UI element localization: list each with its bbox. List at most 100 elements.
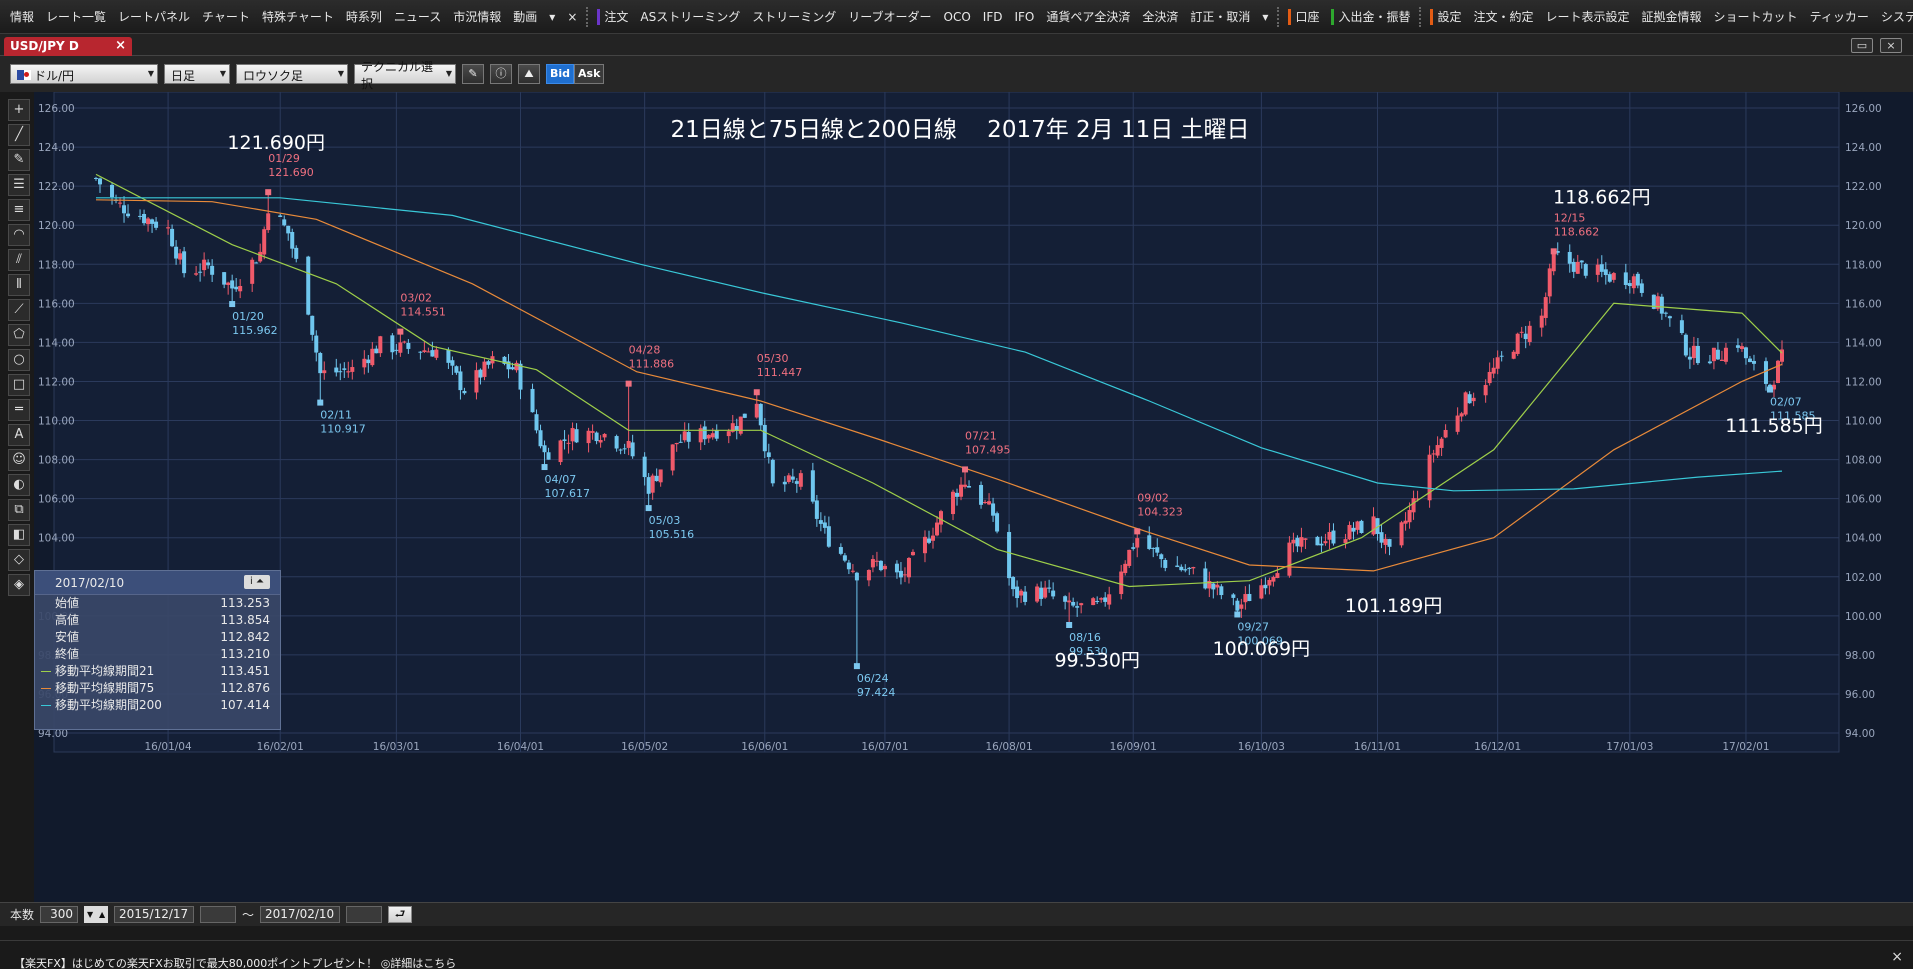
from-date-input[interactable]: 2015/12/17 <box>114 906 195 923</box>
menu-item[interactable]: チャート <box>196 6 256 28</box>
menu-item[interactable]: ストリーミング <box>746 6 842 28</box>
menu-item[interactable]: ショートカット <box>1708 6 1804 28</box>
x-tick-label: 16/04/01 <box>497 741 544 753</box>
menu-item[interactable]: ニュース <box>388 6 447 28</box>
menu-item[interactable]: 情報 <box>4 6 40 28</box>
drawing-tool-icon[interactable]: ☰ <box>8 174 30 196</box>
menu-item[interactable]: システム <box>1875 6 1913 28</box>
candle-body <box>754 403 759 418</box>
menu-item[interactable]: 時系列 <box>340 6 388 28</box>
tab-usdjpy-daily[interactable]: USD/JPY D × <box>4 37 132 56</box>
draw-pencil-icon[interactable]: ✎ <box>462 64 484 84</box>
tab-close-icon[interactable]: × <box>115 38 126 53</box>
drawing-tool-icon[interactable]: ⫽ <box>8 249 30 271</box>
menu-item[interactable]: 動画 <box>507 6 543 28</box>
drawing-tool-icon[interactable]: + <box>8 99 30 121</box>
bar-count-up-icon[interactable]: ▲ <box>96 906 109 923</box>
drawing-tool-icon[interactable]: ╱ <box>8 124 30 146</box>
info-icon[interactable]: ⓘ <box>490 64 512 84</box>
menu-item[interactable]: 通貨ペア全決済 <box>1040 6 1136 28</box>
drawing-tool-icon[interactable]: ⦀ <box>8 274 30 296</box>
drawing-tool-icon[interactable]: ⟋ <box>8 299 30 321</box>
candlestick-chart[interactable]: 94.0094.0096.0096.0098.0098.00100.00100.… <box>34 91 1913 902</box>
menu-item[interactable]: 証拠金情報 <box>1636 6 1708 28</box>
currency-pair-label: ドル/円 <box>34 68 75 83</box>
menu-item[interactable]: ティッカー <box>1804 6 1875 28</box>
menu-item[interactable]: ASストリーミング <box>634 6 746 28</box>
restore-window-button[interactable]: ▭ <box>1851 38 1873 53</box>
menu-item-label: ASストリーミング <box>640 10 741 24</box>
drawing-tool-icon[interactable]: □ <box>8 374 30 396</box>
drawing-tool-icon[interactable]: ◈ <box>8 574 30 596</box>
drawing-tool-icon[interactable]: ◠ <box>8 224 30 246</box>
candle-body <box>262 229 267 255</box>
candle-body <box>1127 549 1132 566</box>
candle-body <box>1211 583 1216 590</box>
price-callout: 101.189円 <box>1345 595 1443 617</box>
chart-area[interactable]: 94.0094.0096.0096.0098.0098.00100.00100.… <box>34 91 1913 902</box>
close-window-button[interactable]: × <box>1880 38 1902 53</box>
status-close-icon[interactable]: × <box>1891 949 1903 965</box>
promo-link[interactable]: 【楽天FX】はじめての楽天FXお取引で最大80,000ポイントプレゼント！ ◎詳… <box>14 957 457 969</box>
candle-body <box>1215 584 1220 588</box>
drawing-tool-icon[interactable]: A <box>8 424 30 446</box>
drawing-tool-icon[interactable]: ○ <box>8 349 30 371</box>
to-date-input[interactable]: 2017/02/10 <box>260 906 341 923</box>
menu-item[interactable]: IFD <box>977 6 1009 28</box>
toolbar-grip[interactable] <box>586 6 589 27</box>
menu-item[interactable]: 全決済 <box>1136 6 1184 28</box>
annotation-date: 08/16 <box>1069 631 1101 644</box>
menu-item[interactable]: 注文・約定 <box>1468 6 1540 28</box>
menu-item[interactable]: IFO <box>1008 6 1040 28</box>
candle-body <box>967 486 972 488</box>
menu-item[interactable]: ▾ <box>543 6 561 28</box>
mountain-chart-icon[interactable]: ⛰ <box>518 64 540 84</box>
period-select[interactable]: 日足 <box>164 64 230 84</box>
drawing-tool-icon[interactable]: ⬠ <box>8 324 30 346</box>
bar-count-input[interactable]: 300 <box>40 906 79 923</box>
menu-item[interactable]: レートパネル <box>112 6 196 28</box>
drawing-tool-icon[interactable]: ═ <box>8 399 30 421</box>
drawing-tool-icon[interactable]: ✎ <box>8 149 30 171</box>
candle-body <box>562 439 567 441</box>
info-panel-toggle-icon[interactable]: i ⏶ <box>244 575 270 589</box>
candle-body <box>502 356 507 364</box>
annotation-price: 107.495 <box>965 443 1011 456</box>
drawing-tool-icon[interactable]: ◐ <box>8 474 30 496</box>
drawing-tool-icon[interactable]: ◇ <box>8 549 30 571</box>
bar-count-down-icon[interactable]: ▼ <box>84 906 97 923</box>
menu-item-label: 注文 <box>604 10 629 24</box>
toolbar-grip[interactable] <box>1277 6 1280 27</box>
drawing-tool-icon[interactable]: ☺ <box>8 449 30 471</box>
menu-item[interactable]: 設定 <box>1424 6 1467 28</box>
drawing-tool-icon[interactable]: ◧ <box>8 524 30 546</box>
menu-item[interactable]: 訂正・取消 <box>1184 6 1256 28</box>
technical-select[interactable]: テクニカル選択 <box>354 60 456 91</box>
menu-item[interactable]: 特殊チャート <box>256 6 340 28</box>
to-time-input[interactable] <box>346 906 383 923</box>
menu-item[interactable]: × <box>561 6 583 28</box>
currency-pair-select[interactable]: ドル/円 <box>10 64 158 84</box>
chart-type-select[interactable]: ロウソク足 <box>236 64 348 84</box>
menu-item[interactable]: 入出金・振替 <box>1325 6 1416 28</box>
menu-item[interactable]: リーブオーダー <box>842 6 937 28</box>
menu-item[interactable]: 市況情報 <box>447 6 507 28</box>
menu-item[interactable]: ▾ <box>1256 6 1274 28</box>
menu-item[interactable]: レート一覧 <box>40 6 112 28</box>
candle-body <box>1131 547 1136 549</box>
menu-item[interactable]: OCO <box>938 6 977 28</box>
candle-body <box>230 280 235 289</box>
menu-item[interactable]: レート表示設定 <box>1540 6 1636 28</box>
drawing-tool-icon[interactable]: ⧉ <box>8 499 30 521</box>
drawing-tool-icon[interactable]: ≡ <box>8 199 30 221</box>
ask-button[interactable]: Ask <box>574 64 605 84</box>
menu-item[interactable]: 口座 <box>1282 6 1325 28</box>
extreme-marker <box>229 301 236 308</box>
toolbar-grip[interactable] <box>1419 6 1422 27</box>
menu-item[interactable]: 注文 <box>591 6 634 28</box>
date-range-separator: ～ <box>242 908 255 922</box>
apply-range-button[interactable]: ⮐ <box>388 906 413 923</box>
from-time-input[interactable] <box>200 906 237 923</box>
bid-button[interactable]: Bid <box>546 64 575 84</box>
candle-body <box>1607 274 1612 282</box>
